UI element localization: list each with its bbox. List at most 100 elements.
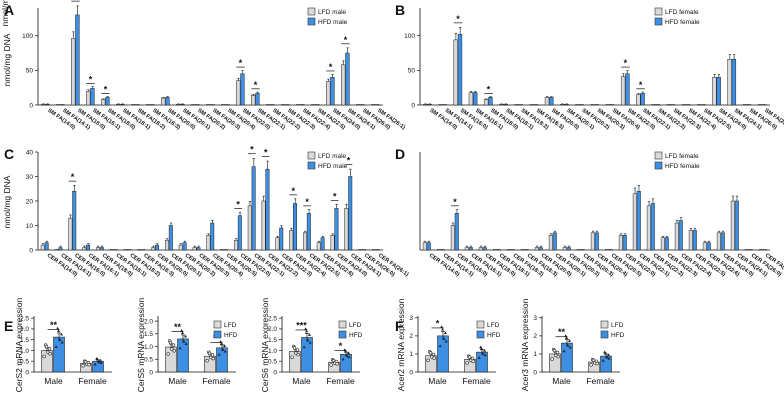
data-point bbox=[223, 344, 227, 347]
significance-star: * bbox=[292, 186, 296, 196]
data-point bbox=[57, 329, 61, 332]
bar bbox=[422, 242, 427, 251]
bar bbox=[503, 104, 508, 106]
bar bbox=[165, 97, 170, 106]
data-point bbox=[591, 358, 596, 362]
bar bbox=[506, 249, 511, 251]
bar bbox=[605, 104, 611, 106]
bar bbox=[706, 242, 711, 251]
bar bbox=[636, 190, 641, 251]
bar bbox=[538, 247, 543, 251]
bar bbox=[371, 104, 376, 106]
data-point bbox=[60, 332, 64, 336]
bar bbox=[71, 38, 76, 106]
bar bbox=[195, 104, 200, 106]
y-tick-label: 2.0 bbox=[144, 318, 153, 325]
panel-D: CER FA(14:0)CER FA(14:1)CER FA(16:0)CER … bbox=[395, 146, 784, 278]
bar bbox=[135, 104, 140, 106]
bar bbox=[101, 99, 106, 106]
data-point bbox=[555, 350, 560, 355]
bar bbox=[293, 203, 298, 251]
bar bbox=[371, 249, 376, 251]
legend-swatch bbox=[654, 17, 663, 26]
group-label: Female bbox=[78, 376, 107, 386]
bar bbox=[442, 104, 447, 106]
data-point bbox=[595, 361, 599, 366]
bar bbox=[499, 104, 504, 106]
significance-star: * bbox=[71, 172, 75, 182]
data-point bbox=[305, 329, 309, 333]
data-point bbox=[347, 351, 351, 355]
bar bbox=[168, 225, 173, 251]
bar bbox=[68, 217, 73, 251]
y-tick-label: 0.5 bbox=[20, 359, 29, 366]
legend-label: HFD bbox=[611, 332, 625, 339]
legend-swatch bbox=[338, 320, 347, 329]
y-axis-label: Acer2 mRNA expression bbox=[396, 298, 406, 391]
bar bbox=[127, 249, 132, 251]
bar bbox=[99, 247, 104, 251]
y-tick-label: 30 bbox=[26, 174, 34, 181]
y-tick-label: 10 bbox=[26, 223, 34, 230]
legend-label: LFD male bbox=[318, 153, 347, 160]
y-axis-label: nmol/mg DNA bbox=[2, 33, 12, 86]
data-point bbox=[171, 343, 176, 347]
data-point bbox=[184, 342, 188, 345]
bar bbox=[492, 249, 497, 251]
y-axis-label: CerS2 mRNA expression bbox=[14, 297, 24, 392]
y-axis-label: nmol/mg DNA bbox=[0, 0, 10, 26]
data-point bbox=[605, 355, 609, 359]
bar bbox=[44, 242, 49, 251]
bar bbox=[651, 104, 656, 106]
bar bbox=[233, 239, 238, 251]
data-point bbox=[347, 355, 351, 359]
data-point bbox=[217, 352, 221, 356]
bar bbox=[746, 104, 752, 106]
bar bbox=[734, 200, 739, 251]
legend-label: HFD bbox=[349, 332, 363, 339]
y-tick-label: 1 bbox=[409, 351, 413, 358]
bar bbox=[464, 247, 469, 251]
bar bbox=[762, 104, 767, 106]
significance-star: * bbox=[344, 35, 348, 45]
bar bbox=[206, 235, 211, 251]
bar bbox=[716, 77, 721, 106]
bar bbox=[625, 73, 630, 106]
y-tick-label: 50 bbox=[408, 68, 416, 75]
y-axis-label: CerS5 mRNA expression bbox=[136, 297, 146, 392]
bar bbox=[56, 104, 61, 106]
bar bbox=[45, 104, 50, 106]
legend-label: HFD bbox=[487, 332, 501, 339]
data-point bbox=[480, 346, 484, 350]
legend-swatch bbox=[654, 151, 663, 160]
data-point bbox=[601, 358, 605, 362]
y-tick-label: 0.5 bbox=[144, 357, 153, 364]
data-point bbox=[441, 327, 445, 331]
bar bbox=[426, 242, 431, 251]
group-label: Female bbox=[326, 376, 355, 386]
legend-swatch bbox=[338, 330, 347, 339]
data-point bbox=[335, 362, 339, 366]
data-point bbox=[295, 348, 300, 352]
data-point bbox=[178, 346, 182, 350]
bar bbox=[86, 90, 91, 106]
panel-letter: A bbox=[4, 2, 14, 18]
bar bbox=[427, 104, 432, 106]
data-point bbox=[471, 359, 475, 363]
data-point bbox=[465, 361, 469, 365]
significance-star: * bbox=[487, 84, 491, 94]
bar bbox=[544, 97, 550, 106]
data-point bbox=[83, 360, 88, 364]
significance-star: * bbox=[250, 145, 254, 155]
significance-star: * bbox=[453, 197, 457, 207]
bar bbox=[285, 104, 290, 106]
data-point bbox=[566, 343, 570, 347]
bar bbox=[478, 247, 483, 251]
data-point bbox=[467, 355, 472, 359]
data-point bbox=[99, 358, 103, 362]
bar bbox=[701, 104, 706, 106]
bar bbox=[150, 104, 155, 106]
data-point bbox=[431, 352, 436, 357]
